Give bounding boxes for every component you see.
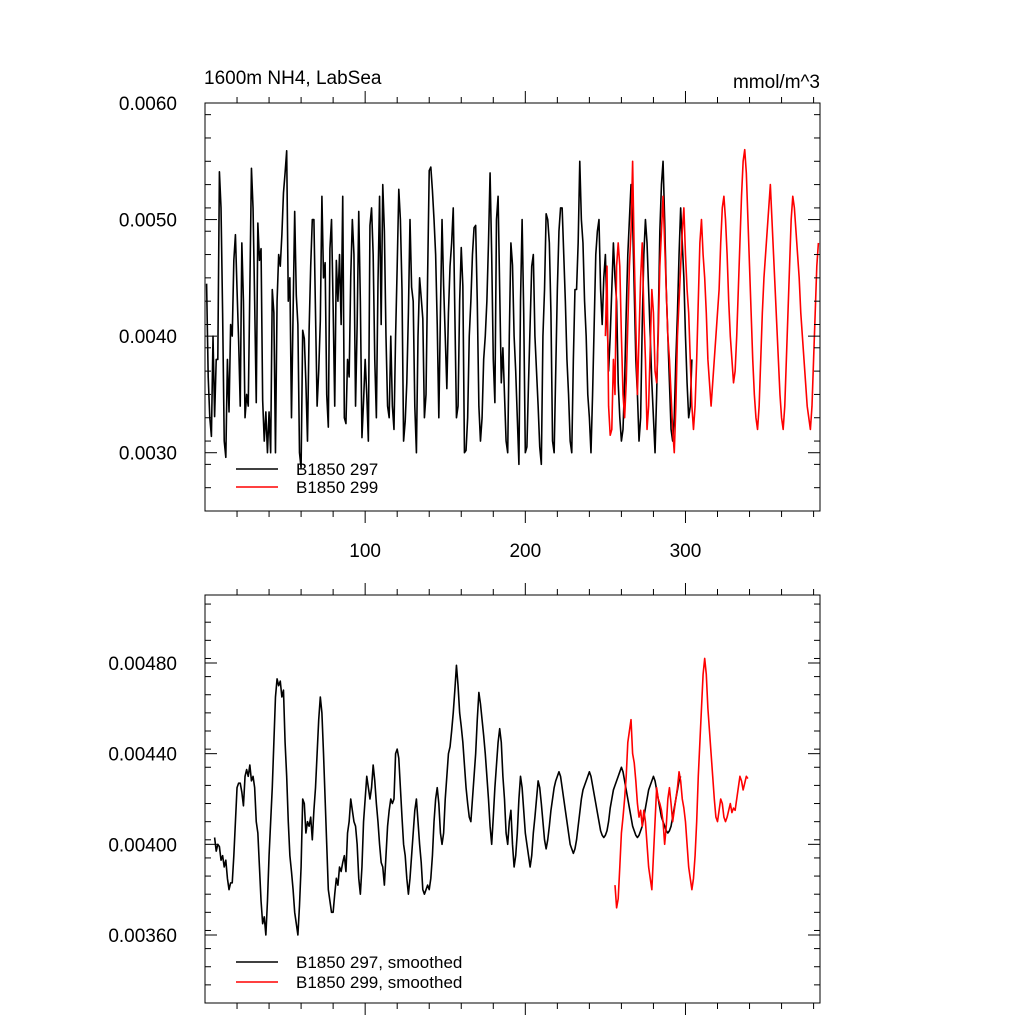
top-legend-label-2: B1850 299	[296, 478, 378, 497]
bottom-legend-label-1: B1850 297, smoothed	[296, 953, 462, 972]
top-y-tick-label: 0.0030	[119, 444, 177, 465]
top-legend-label-1: B1850 297	[296, 460, 378, 479]
top-chart-units: mmol/m^3	[733, 72, 820, 93]
top-plot-frame	[204, 102, 821, 512]
top-series-line-1	[205, 149, 693, 469]
top-x-tick-label: 200	[509, 541, 541, 562]
top-series-group	[205, 148, 820, 469]
bottom-y-tick-label: 0.00400	[108, 835, 177, 856]
bottom-series-line-2	[614, 657, 749, 909]
top-y-tick-label: 0.0040	[119, 327, 177, 348]
top-x-tick-label: 300	[670, 541, 702, 562]
top-panel: 1600m NH4, LabSea mmol/m^3 0.0030 0.0040 0…	[119, 68, 821, 562]
bottom-series-line-1	[213, 664, 682, 936]
top-y-tick-label: 0.0050	[119, 211, 177, 232]
top-x-tick-label: 100	[349, 541, 381, 562]
bottom-panel: 0.00360 0.00400 0.00440 0.00480 B1850 297, …	[108, 583, 821, 1015]
top-series-line-2	[604, 148, 820, 454]
top-chart-title: 1600m NH4, LabSea	[204, 68, 382, 89]
bottom-plot-frame	[204, 594, 821, 1004]
bottom-y-tick-label: 0.00480	[108, 654, 177, 675]
bottom-legend-label-2: B1850 299, smoothed	[296, 973, 462, 992]
top-y-tick-label: 0.0060	[119, 94, 177, 115]
bottom-y-tick-label: 0.00440	[108, 745, 177, 766]
bottom-y-tick-label: 0.00360	[108, 926, 177, 947]
bottom-axes: 0.00360 0.00400 0.00440 0.00480	[108, 583, 820, 1015]
bottom-series-group	[213, 657, 749, 936]
